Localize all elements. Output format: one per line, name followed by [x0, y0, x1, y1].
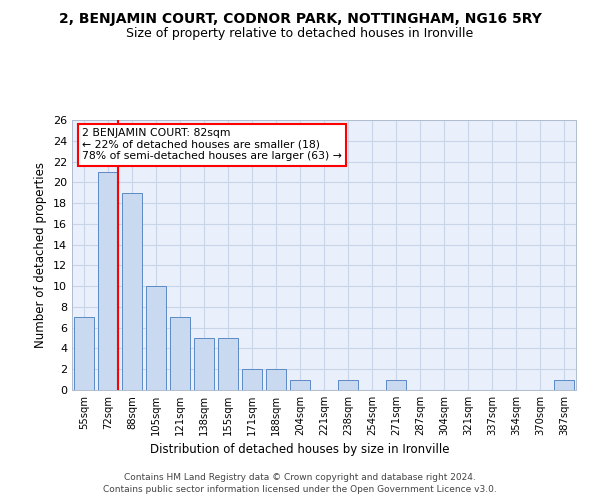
Bar	[122, 192, 142, 390]
Bar	[170, 318, 190, 390]
Bar	[146, 286, 166, 390]
Bar	[554, 380, 574, 390]
Text: Distribution of detached houses by size in Ironville: Distribution of detached houses by size …	[150, 442, 450, 456]
Text: 2 BENJAMIN COURT: 82sqm
← 22% of detached houses are smaller (18)
78% of semi-de: 2 BENJAMIN COURT: 82sqm ← 22% of detache…	[82, 128, 342, 162]
Text: Size of property relative to detached houses in Ironville: Size of property relative to detached ho…	[127, 28, 473, 40]
Y-axis label: Number of detached properties: Number of detached properties	[34, 162, 47, 348]
Text: Contains public sector information licensed under the Open Government Licence v3: Contains public sector information licen…	[103, 485, 497, 494]
Bar	[194, 338, 214, 390]
Bar	[266, 369, 286, 390]
Bar	[386, 380, 406, 390]
Bar	[290, 380, 310, 390]
Text: 2, BENJAMIN COURT, CODNOR PARK, NOTTINGHAM, NG16 5RY: 2, BENJAMIN COURT, CODNOR PARK, NOTTINGH…	[59, 12, 541, 26]
Bar	[98, 172, 118, 390]
Bar	[218, 338, 238, 390]
Bar	[338, 380, 358, 390]
Text: Contains HM Land Registry data © Crown copyright and database right 2024.: Contains HM Land Registry data © Crown c…	[124, 472, 476, 482]
Bar	[242, 369, 262, 390]
Bar	[74, 318, 94, 390]
